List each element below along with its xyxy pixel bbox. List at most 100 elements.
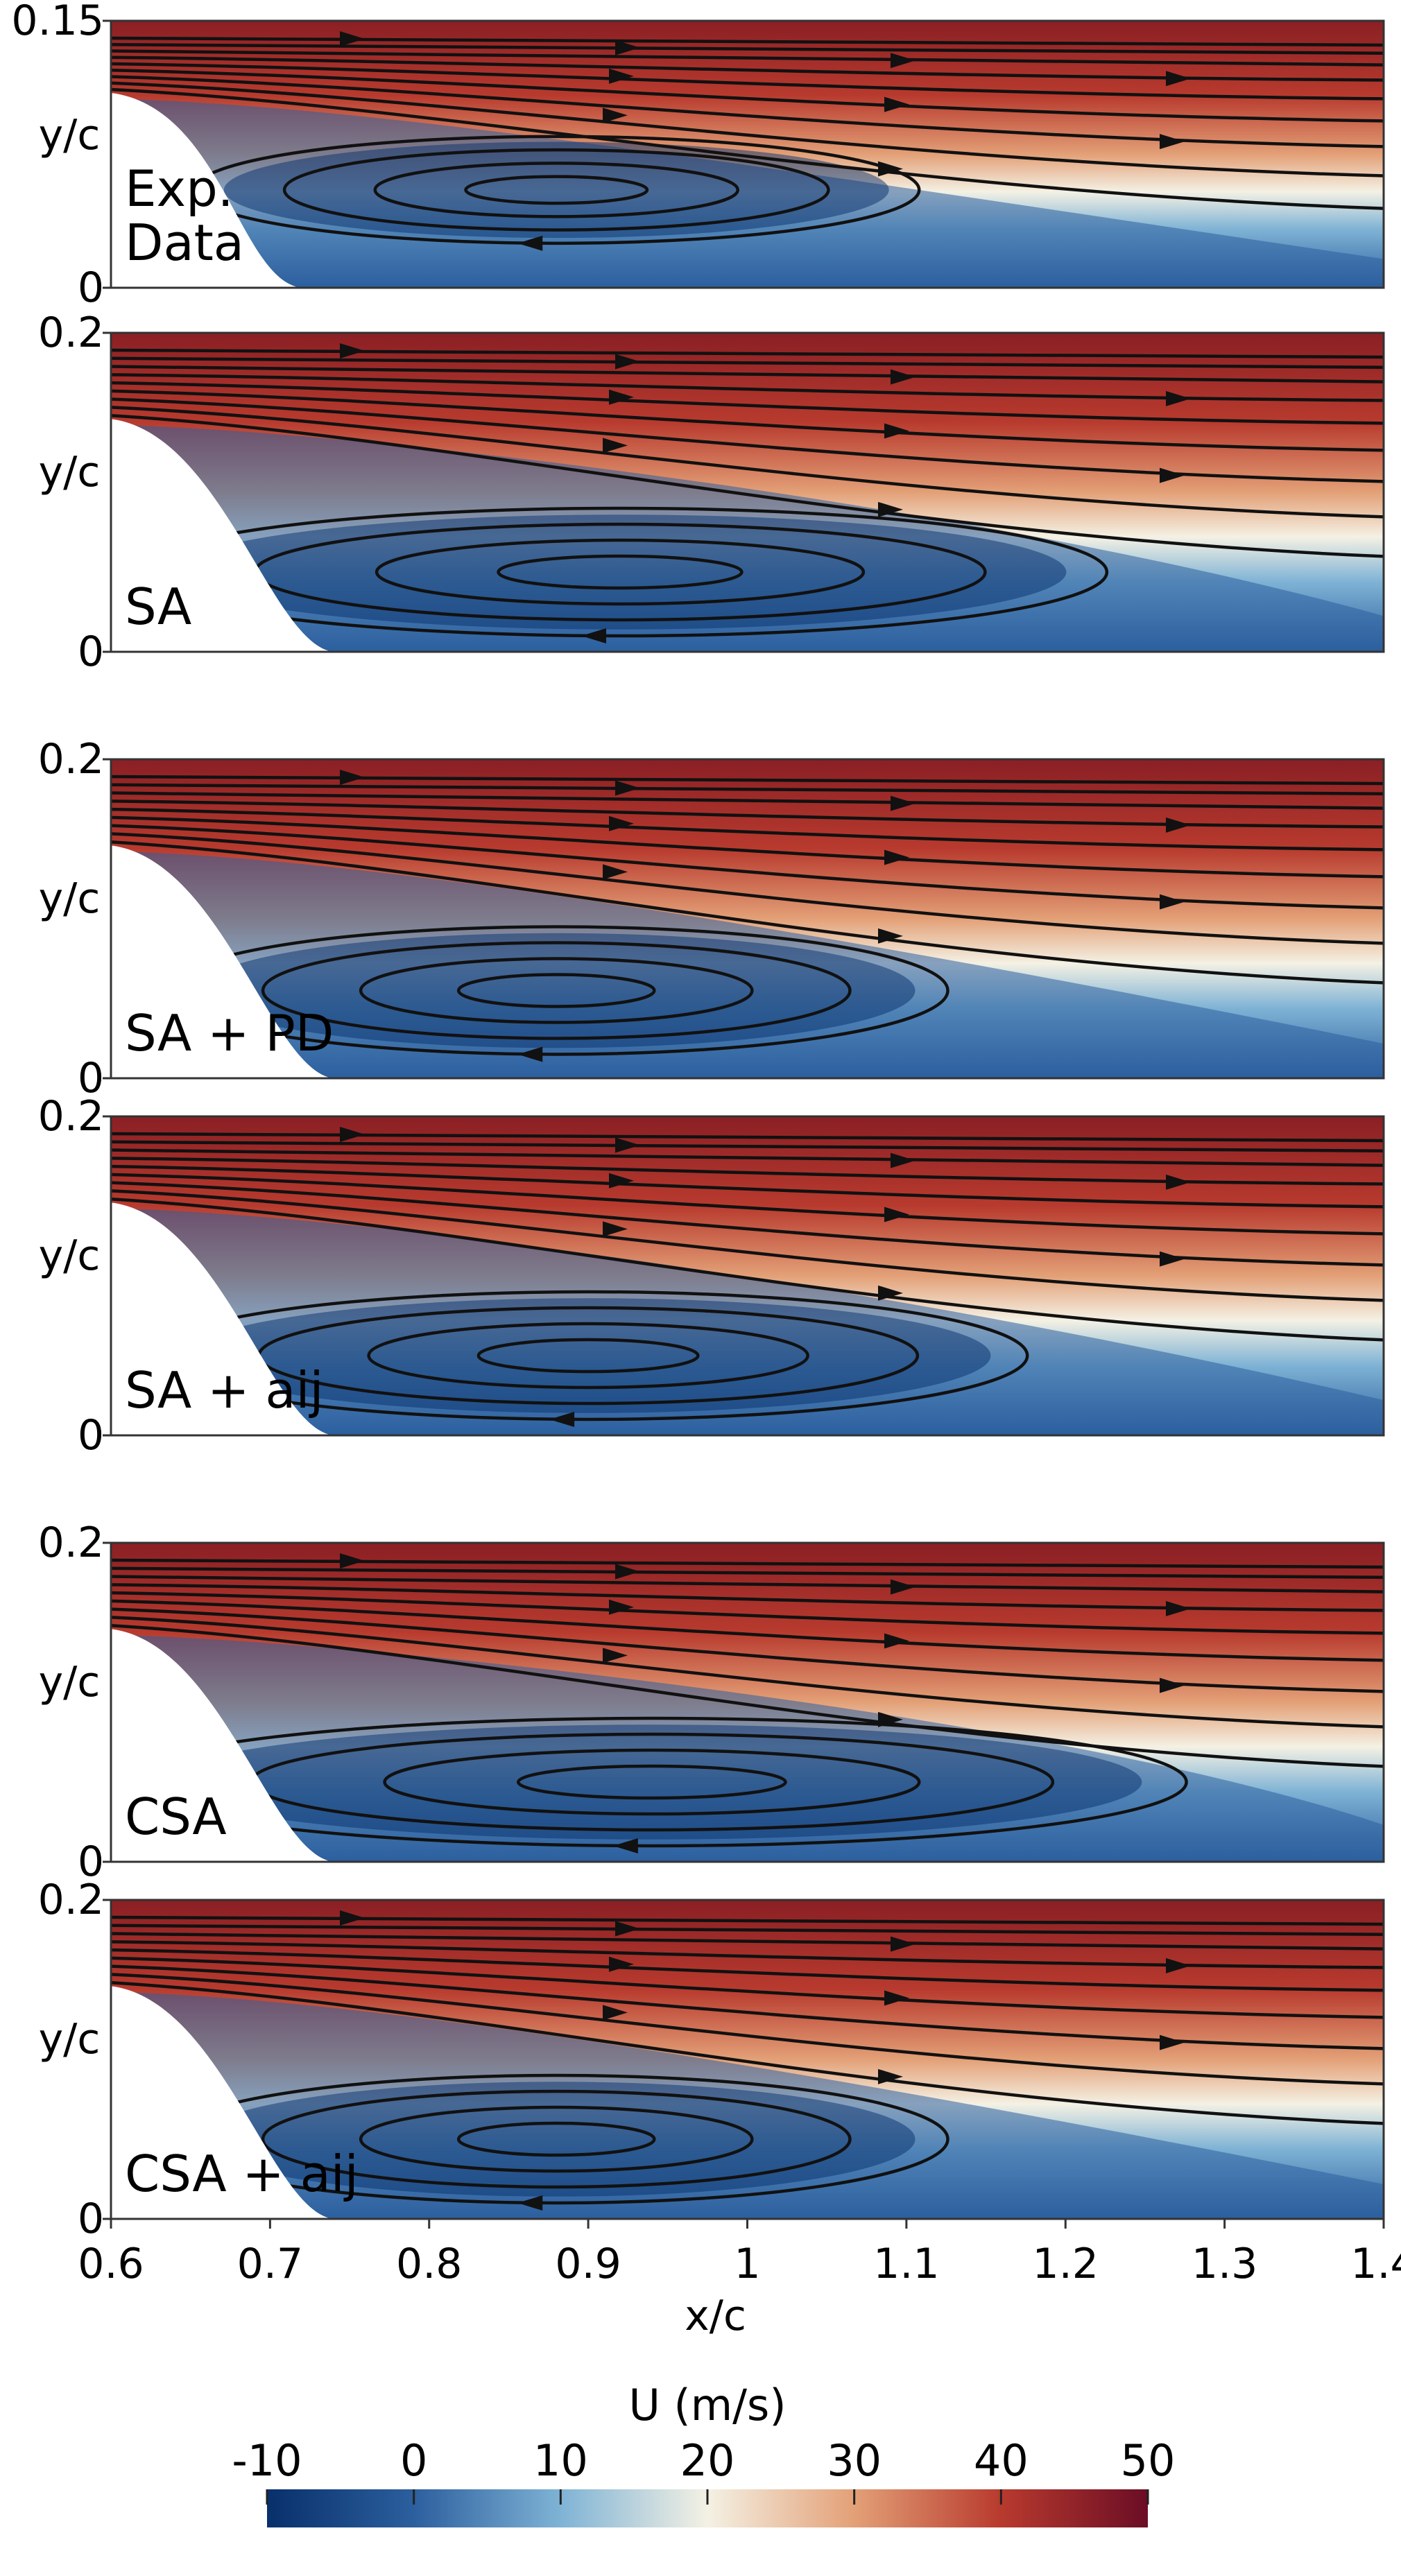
streamline bbox=[111, 1197, 1384, 1342]
streamline-arrow bbox=[891, 53, 916, 69]
streamline bbox=[111, 799, 1384, 829]
vortex-streamline bbox=[476, 1338, 700, 1374]
vortex-streamline bbox=[359, 2105, 754, 2173]
streamline-arrow bbox=[884, 1633, 909, 1649]
streamline bbox=[111, 1948, 1384, 1992]
streamline-arrow bbox=[878, 501, 903, 517]
streamline-arrow bbox=[517, 235, 543, 251]
streamline-arrow bbox=[615, 1137, 640, 1153]
streamline bbox=[111, 1181, 1384, 1267]
streamline-arrow bbox=[878, 2068, 903, 2084]
y-axis-label: y/c bbox=[39, 1658, 101, 1706]
streamline bbox=[111, 1599, 1384, 1662]
vortex-core-shade bbox=[173, 515, 1067, 630]
streamline-arrow bbox=[878, 1285, 903, 1301]
vortex-core-shade bbox=[162, 1724, 1142, 1840]
colorbar-tick-label: 0 bbox=[400, 2435, 427, 2486]
vortex-core-shade bbox=[185, 1298, 991, 1413]
streamline-arrow bbox=[609, 1956, 634, 1972]
streamline bbox=[111, 1964, 1384, 2050]
y-tick-label: 0 bbox=[78, 1054, 104, 1103]
streamline-arrow bbox=[891, 369, 916, 385]
streamline-arrow bbox=[1160, 467, 1185, 483]
streamline bbox=[111, 87, 1384, 210]
streamline bbox=[111, 381, 1384, 425]
vortex-streamline bbox=[282, 148, 830, 232]
streamline-arrow bbox=[340, 31, 365, 46]
x-tick-label: 0.9 bbox=[555, 2240, 621, 2288]
flow-field bbox=[111, 1543, 1384, 1862]
streamline-arrow bbox=[891, 1579, 916, 1595]
streamline-arrow bbox=[609, 815, 634, 831]
colorbar-tick-label: 50 bbox=[1121, 2435, 1176, 2486]
colorbar-tick-label: 20 bbox=[680, 2435, 735, 2486]
streamline bbox=[111, 832, 1384, 945]
y-axis-label: y/c bbox=[39, 1231, 101, 1280]
vortex-core-shade bbox=[223, 141, 889, 239]
streamline-arrow bbox=[615, 1921, 640, 1937]
streamline-arrow bbox=[891, 1936, 916, 1952]
y-tick-label: 0 bbox=[78, 1411, 104, 1460]
streamline-arrow bbox=[340, 1126, 365, 1142]
colorbar-title: U (m/s) bbox=[628, 2380, 786, 2430]
panel-5: y/c 0 0.2 CSA + aij bbox=[38, 1876, 1385, 2243]
streamline-arrow bbox=[340, 769, 365, 785]
streamline-arrow bbox=[340, 1553, 365, 1568]
panel-label: Exp. bbox=[125, 159, 234, 218]
vortex-streamline bbox=[383, 1748, 921, 1816]
vortex-streamline bbox=[497, 554, 744, 590]
streamline bbox=[111, 373, 1384, 402]
panel-1: y/c 0 0.2 SA bbox=[38, 309, 1385, 676]
streamline bbox=[111, 840, 1384, 985]
colorbar-tick-label: 10 bbox=[533, 2435, 588, 2486]
streamline bbox=[111, 1616, 1384, 1729]
y-tick-label: 0 bbox=[78, 2195, 104, 2243]
streamline-arrow bbox=[615, 354, 640, 370]
y-tick-label: 0 bbox=[78, 1838, 104, 1886]
streamline bbox=[111, 1607, 1384, 1693]
streamline bbox=[111, 1583, 1384, 1612]
streamline bbox=[111, 1915, 1384, 1926]
streamline bbox=[111, 406, 1384, 519]
streamline-arrow bbox=[340, 1910, 365, 1926]
streamline-arrow bbox=[615, 40, 640, 55]
streamline bbox=[111, 397, 1384, 483]
vortex-streamline bbox=[375, 538, 866, 606]
panel-frame bbox=[110, 19, 1385, 289]
streamline bbox=[111, 348, 1384, 359]
x-tick-label: 1.2 bbox=[1033, 2240, 1099, 2288]
streamline-arrow bbox=[884, 1207, 909, 1222]
streamline-arrow bbox=[884, 849, 909, 865]
panel-label: Data bbox=[125, 214, 244, 272]
x-tick-label: 1.3 bbox=[1192, 2240, 1257, 2288]
panel-frame bbox=[110, 1115, 1385, 1437]
streamline-arrow bbox=[603, 1648, 628, 1663]
vortex-streamline bbox=[464, 175, 649, 205]
streamline-arrow bbox=[1166, 1600, 1191, 1616]
streamline-arrow bbox=[609, 1173, 634, 1188]
streamline bbox=[111, 1932, 1384, 1951]
streamline bbox=[111, 1940, 1384, 1969]
streamline-arrow bbox=[615, 1564, 640, 1580]
streamline-arrow bbox=[884, 423, 909, 439]
streamline bbox=[111, 42, 1384, 55]
streamline bbox=[111, 389, 1384, 452]
streamline-arrow bbox=[603, 1221, 628, 1237]
streamline-arrow bbox=[603, 2005, 628, 2021]
streamline bbox=[111, 1148, 1384, 1167]
colorbar: U (m/s) -10 0 10 20 30 40 50 bbox=[232, 2380, 1175, 2527]
vortex-streamline bbox=[373, 162, 739, 218]
colorbar-tick-label: -10 bbox=[232, 2435, 302, 2486]
x-tick-label: 0.7 bbox=[237, 2240, 303, 2288]
flow-field bbox=[111, 333, 1384, 652]
panel-2: y/c 0 0.2 SA + PD bbox=[38, 735, 1385, 1103]
streamline-arrow bbox=[609, 68, 634, 84]
y-tick-label: 0 bbox=[78, 628, 104, 676]
streamline bbox=[111, 81, 1384, 178]
vortex-streamline bbox=[359, 957, 754, 1024]
streamline bbox=[111, 55, 1384, 82]
y-axis-label: y/c bbox=[39, 874, 101, 923]
y-tick-label: 0 bbox=[78, 263, 104, 312]
streamline-arrow bbox=[612, 1838, 638, 1853]
